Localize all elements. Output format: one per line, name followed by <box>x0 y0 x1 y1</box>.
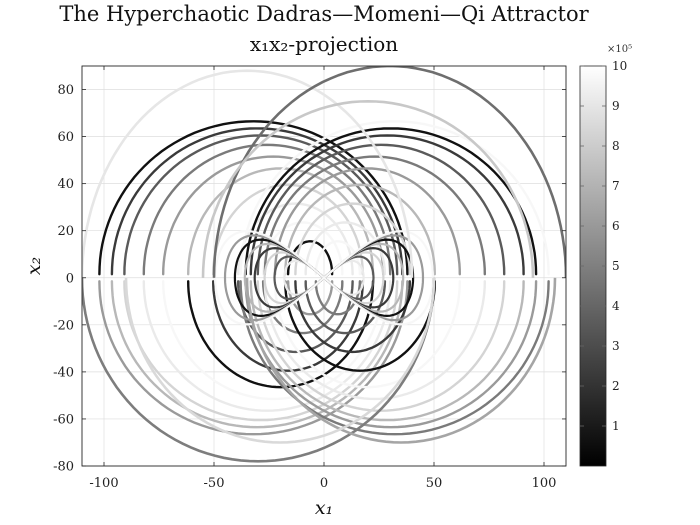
trajectory-outer-arc <box>124 277 436 444</box>
x-tick-label: -100 <box>89 476 118 491</box>
y-tick-label: 80 <box>57 83 74 98</box>
trajectory-loop <box>110 127 404 276</box>
trajectory-loop <box>110 280 404 429</box>
x-tick-label: 0 <box>320 476 328 491</box>
trajectory-loop <box>284 183 436 276</box>
y-tick-label: 60 <box>57 130 74 145</box>
colorbar-exponent: ×10⁵ <box>607 44 632 55</box>
colorbar-tick-label: 9 <box>612 99 620 113</box>
colorbar-tick-label: 1 <box>612 419 620 433</box>
chart-subtitle: x₁x₂-projection <box>250 32 398 56</box>
trajectory-loop <box>98 280 409 436</box>
trajectory-loop <box>263 155 486 276</box>
trajectory-loop <box>212 183 364 276</box>
colorbar-ticks: 1 2 3 4 5 6 7 8 9 10 <box>580 59 627 433</box>
colorbar-tick-label: 5 <box>612 259 620 273</box>
chart-title: The Hyperchaotic Dadras—Momeni—Qi Attrac… <box>59 2 589 26</box>
trajectory-outer-arc <box>82 69 414 278</box>
x-axis-label: x₁ <box>315 497 333 519</box>
trajectory-loop <box>187 167 375 276</box>
x-tick-label: -50 <box>204 476 225 491</box>
y-tick-label: -80 <box>53 460 74 475</box>
x-tick-label: 50 <box>426 476 443 491</box>
trajectory-loop <box>249 134 525 276</box>
y-axis-label: x₂ <box>23 257 45 275</box>
colorbar-tick-label: 7 <box>612 179 620 193</box>
colorbar-tick-label: 4 <box>612 299 620 313</box>
y-tick-label: 40 <box>57 177 74 192</box>
x-tick-label: 100 <box>532 476 557 491</box>
y-tick-label: -20 <box>53 318 74 333</box>
colorbar-tick-label: 8 <box>612 139 620 153</box>
axis-ticks: -100 -50 0 50 100 -80 -60 -40 -20 0 20 40 60 80 <box>53 66 566 491</box>
trajectory-loop <box>162 155 385 276</box>
colorbar-tick-label: 3 <box>612 339 620 353</box>
trajectory-loop <box>239 120 550 276</box>
trajectory-loop <box>98 120 409 276</box>
trajectory-loop <box>263 280 486 401</box>
trajectory-loop <box>256 143 506 276</box>
y-tick-label: -40 <box>53 365 74 380</box>
trajectory-outer-arc <box>245 277 557 444</box>
colorbar-tick-label: 6 <box>612 219 620 233</box>
trajectory-loop <box>187 280 375 389</box>
attractor-trajectory <box>82 66 566 463</box>
trajectory-outer-arc <box>82 277 436 463</box>
trajectory-loop <box>294 202 411 276</box>
colorbar-tick-label: 2 <box>612 379 620 393</box>
y-tick-label: 0 <box>66 271 74 286</box>
trajectory-loop <box>273 280 461 389</box>
trajectory-outer-arc <box>201 99 535 278</box>
trajectory-loop <box>284 280 436 372</box>
trajectory-loop <box>162 280 385 401</box>
trajectory-loop <box>294 280 411 354</box>
trajectory-loop <box>239 280 550 436</box>
colorbar <box>579 65 607 467</box>
colorbar-tick-label: 10 <box>612 59 627 73</box>
y-tick-label: 20 <box>57 224 74 239</box>
y-tick-label: -60 <box>53 412 74 427</box>
trajectory-loop <box>212 280 364 372</box>
trajectory-loop <box>249 280 525 422</box>
trajectory-loop <box>273 167 461 276</box>
trajectory-wisp <box>213 230 435 326</box>
